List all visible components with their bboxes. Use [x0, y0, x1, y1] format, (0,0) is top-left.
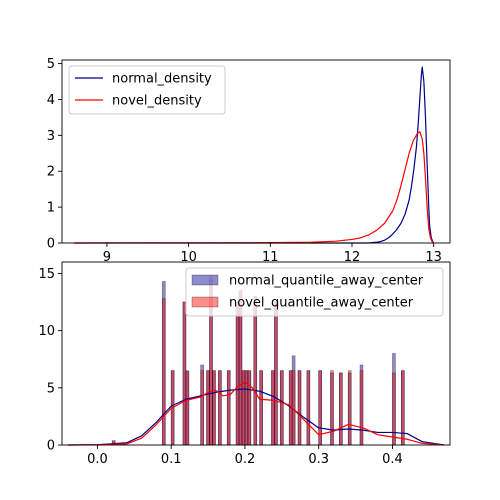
bar-novel_quantile_away_center-16 [253, 296, 258, 446]
x-tick-label: 13 [425, 250, 442, 265]
bar-novel_quantile_away_center-11 [235, 301, 240, 446]
y-tick-label: 5 [47, 57, 55, 72]
axes-frame [61, 59, 451, 244]
y-tick-label: 10 [38, 324, 55, 339]
bar-novel_quantile_away_center-4 [185, 371, 190, 446]
bar-novel_quantile_away_center-30 [392, 372, 396, 446]
bar-novel_quantile_away_center-1 [162, 298, 166, 446]
y-tick-label: 5 [47, 381, 55, 396]
bar-novel_quantile_away_center-18 [271, 370, 275, 446]
x-tick-label: 10 [180, 250, 197, 265]
bar-novel_quantile_away_center-29 [359, 370, 364, 446]
y-tick-label: 0 [47, 237, 55, 252]
x-tick-label: 12 [344, 250, 361, 265]
bar-novel_quantile_away_center-20 [280, 370, 284, 446]
bar-novel_quantile_away_center-23 [297, 370, 302, 446]
bar-novel_quantile_away_center-8 [212, 370, 216, 446]
legend-swatch-normal_quantile_away_center [191, 274, 219, 286]
legend: normal_quantile_away_center novel_quantil… [185, 267, 444, 317]
legend-label-normal_quantile_away_center: normal_quantile_away_center [229, 274, 424, 289]
legend-label-novel_quantile_away_center: novel_quantile_away_center [229, 296, 414, 311]
x-tick-label: 9 [103, 250, 111, 265]
bar-novel_quantile_away_center-27 [339, 372, 343, 446]
bar-novel_quantile_away_center-10 [226, 370, 231, 446]
axes-frame [61, 261, 451, 446]
bar-novel_quantile_away_center-19 [274, 301, 278, 446]
x-tick-label: 11 [262, 250, 279, 265]
line-normal_density [74, 66, 435, 244]
x-tick-label: 0.0 [87, 452, 108, 467]
line-normal_quantile_away_center [67, 388, 445, 446]
bar-novel_quantile_away_center-5 [200, 370, 204, 446]
bar-novel_quantile_away_center-9 [218, 370, 222, 446]
line-novel_density [74, 131, 435, 244]
legend: normal_density novel_density [68, 65, 226, 115]
legend-swatch-novel_quantile_away_center [191, 296, 219, 308]
bar-novel_quantile_away_center-26 [330, 370, 334, 446]
x-tick-label: 0.4 [382, 452, 403, 467]
y-tick-label: 1 [47, 201, 55, 216]
x-tick-label: 0.1 [161, 452, 182, 467]
bar-novel_quantile_away_center-15 [247, 370, 252, 446]
bar-novel_quantile_away_center-24 [306, 370, 311, 446]
y-tick-label: 4 [47, 93, 55, 108]
bar-novel_quantile_away_center-3 [182, 301, 187, 446]
bar-novel_quantile_away_center-28 [347, 370, 352, 446]
density-panel: 9 10 11 12 13012345normal_densitynovel_densi… [47, 57, 451, 265]
legend-label-novel_density: novel_density [112, 94, 202, 109]
x-tick-label: 0.3 [308, 452, 329, 467]
bar-novel_quantile_away_center-17 [259, 370, 263, 446]
legend-label-normal_density: normal_density [112, 72, 212, 87]
legend-box [68, 65, 226, 115]
legend-box [185, 267, 444, 317]
y-tick-label: 15 [38, 267, 55, 282]
bar-novel_quantile_away_center-6 [206, 370, 210, 446]
x-tick-label: 0.2 [235, 452, 256, 467]
y-tick-label: 2 [47, 165, 55, 180]
line-novel_quantile_away_center [67, 381, 445, 446]
y-tick-label: 0 [47, 439, 55, 454]
quantile-histogram-panel: 0.0 0.1 0.2 0.3 0.4 0 5 10 15 normal_quantile_awa… [38, 261, 451, 467]
y-tick-label: 3 [47, 129, 55, 144]
